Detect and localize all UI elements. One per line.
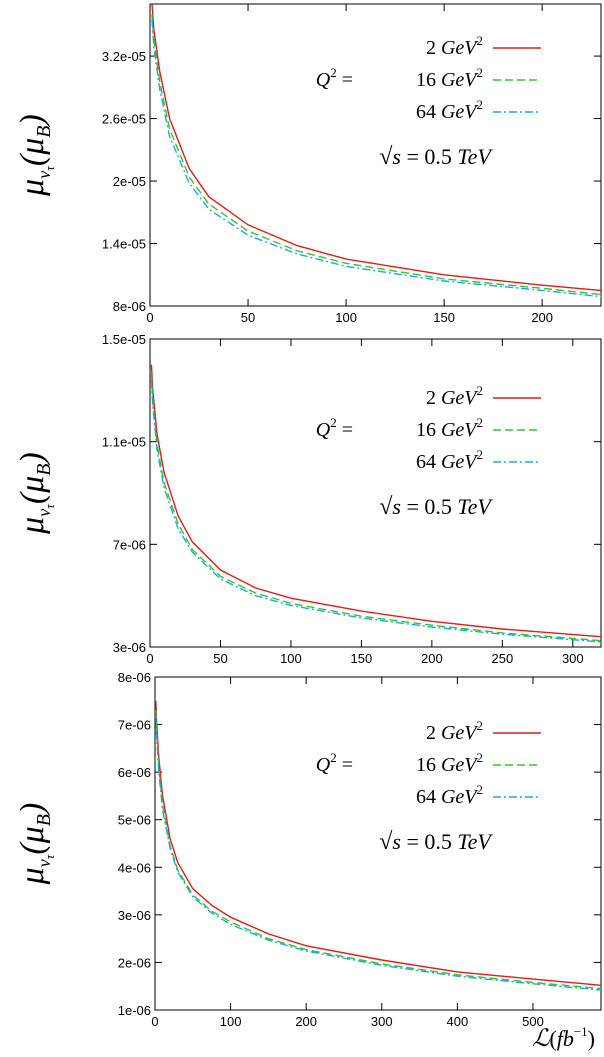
legend-prefix: Q2 = <box>316 415 353 441</box>
y-tick-label-1e-06: 1e-06 <box>118 1003 151 1018</box>
y-tick-label-3p2e-05: 3.2e-05 <box>102 49 146 64</box>
legend-prefix: Q2 = <box>316 65 353 91</box>
x-tick-label-200: 200 <box>531 310 553 325</box>
legend-label-3: 64 GeV2 <box>416 97 483 123</box>
x-axis-label: ℒ(fb−1) <box>532 1024 595 1052</box>
x-tick-label-0: 0 <box>151 1014 158 1029</box>
plot-frame <box>154 676 602 1011</box>
legend: 2 GeV2 16 GeV2 64 GeV2 Q2 = <box>316 33 541 123</box>
y-tick-label-1p4e-05: 1.4e-05 <box>102 237 146 252</box>
x-tick-label-50: 50 <box>241 310 255 325</box>
y-tick-label-4e-06: 4e-06 <box>118 860 151 875</box>
y-tick-label-2e-06: 2e-06 <box>118 955 151 970</box>
chart-panel-3: 1e-06 2e-06 3e-06 4e-06 5e-06 6e-06 7e-06 8e-06… <box>14 670 602 1052</box>
x-tick-label-200: 200 <box>295 1014 317 1029</box>
x-tick-label-500: 500 <box>522 1014 544 1029</box>
series-line-1 <box>151 4 601 292</box>
y-axis-label: μντ(μB) <box>14 114 57 197</box>
energy-annotation: √s = 0.5 TeV <box>379 494 493 520</box>
legend-label-3: 64 GeV2 <box>416 447 483 473</box>
legend-label-1: 2 GeV2 <box>426 718 483 744</box>
y-axis-label-text: μντ(μB) <box>14 803 57 886</box>
y-tick-label-6e-06: 6e-06 <box>118 765 151 780</box>
legend-label-1: 2 GeV2 <box>426 33 483 59</box>
legend-label-1: 2 GeV2 <box>426 383 483 409</box>
y-tick-label-8e-06: 8e-06 <box>118 670 151 685</box>
x-tick-label-100: 100 <box>220 1014 242 1029</box>
y-tick-label-8e-06: 8e-06 <box>113 299 146 314</box>
series-line-3 <box>155 715 601 991</box>
x-tick-label-150: 150 <box>351 651 373 666</box>
x-tick-label-300: 300 <box>371 1014 393 1029</box>
series-line-3 <box>151 19 601 298</box>
x-tick-label-400: 400 <box>447 1014 469 1029</box>
x-tick-label-100: 100 <box>280 651 302 666</box>
energy-annotation: √s = 0.5 TeV <box>379 144 493 170</box>
y-axis-label: μντ(μB) <box>14 452 57 535</box>
series-line-2 <box>150 374 601 642</box>
series-line-2 <box>151 14 601 296</box>
x-tick-label-300: 300 <box>562 651 584 666</box>
x-tick-label-100: 100 <box>335 310 357 325</box>
legend: 2 GeV2 16 GeV2 64 GeV2 Q2 = <box>316 718 541 808</box>
x-tick-label-200: 200 <box>421 651 443 666</box>
y-tick-label-3e-06: 3e-06 <box>113 640 146 655</box>
legend-label-2: 16 GeV2 <box>416 750 483 776</box>
y-tick-label-5e-06: 5e-06 <box>118 813 151 828</box>
x-tick-label-150: 150 <box>433 310 455 325</box>
y-tick-label-1p5e-05: 1.5e-05 <box>102 332 146 347</box>
y-axis-label: μντ(μB) <box>14 803 57 886</box>
energy-annotation: √s = 0.5 TeV <box>379 829 493 855</box>
x-tick-label-0: 0 <box>146 651 153 666</box>
chart-panel-2: 3e-06 7e-06 1.1e-05 1.5e-05 0 50 100 150 200 250 3… <box>14 332 602 666</box>
y-axis-label-text: μντ(μB) <box>14 452 57 535</box>
y-tick-label-7e-06: 7e-06 <box>118 718 151 733</box>
y-tick-label-2p6e-05: 2.6e-05 <box>102 112 146 127</box>
series-line-2 <box>155 710 601 990</box>
x-tick-label-250: 250 <box>491 651 513 666</box>
legend: 2 GeV2 16 GeV2 64 GeV2 Q2 = <box>316 383 541 473</box>
plot-frame <box>149 3 602 307</box>
legend-prefix: Q2 = <box>316 750 353 776</box>
plot-frame <box>149 338 602 648</box>
chart-panel-1: 8e-06 1.4e-05 2e-05 2.6e-05 3.2e-05 0 50 100 150… <box>14 3 602 325</box>
y-axis-label-text: μντ(μB) <box>14 114 57 197</box>
series-line-1 <box>150 364 601 638</box>
legend-label-3: 64 GeV2 <box>416 782 483 808</box>
y-tick-label-2e-05: 2e-05 <box>113 174 146 189</box>
legend-label-2: 16 GeV2 <box>416 65 483 91</box>
series-line-1 <box>155 700 601 986</box>
y-tick-label-1p1e-05: 1.1e-05 <box>102 435 146 450</box>
y-tick-label-3e-06: 3e-06 <box>118 908 151 923</box>
series-line-3 <box>150 380 601 643</box>
y-tick-label-7e-06: 7e-06 <box>113 537 146 552</box>
legend-label-2: 16 GeV2 <box>416 415 483 441</box>
x-tick-label-0: 0 <box>146 310 153 325</box>
x-tick-label-50: 50 <box>213 651 227 666</box>
